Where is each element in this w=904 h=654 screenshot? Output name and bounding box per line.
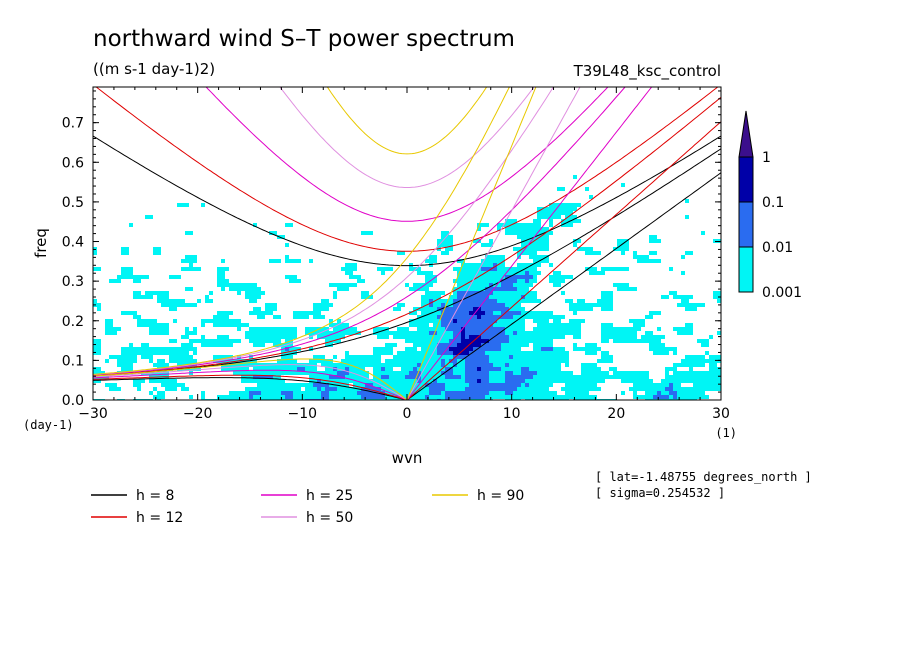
curve-h90-ig [326, 87, 488, 155]
x-tick-label: 30 [712, 406, 730, 422]
chart-title: northward wind S–T power spectrum [93, 26, 515, 52]
run-name: T39L48_ksc_control [573, 62, 721, 81]
y-tick-label: 0.7 [62, 116, 84, 132]
curve-h90-mrg [93, 87, 510, 375]
dispersion-curves [93, 87, 721, 400]
curve-h12-kelvin [406, 121, 721, 400]
x-axis: −30 −20 −10 0 10 20 30 [78, 87, 730, 422]
x-tick-label: −20 [183, 406, 213, 422]
y-tick-label: 0.4 [62, 235, 84, 251]
x-unit-label: (1) [715, 426, 737, 440]
y-tick-label: 0.5 [62, 195, 84, 211]
legend-label: h = 8 [136, 488, 174, 504]
curve-h25-ig [205, 87, 609, 222]
curve-h12-er [93, 374, 408, 400]
y-unit-label: (day-1) [23, 418, 74, 432]
y-axis: 0.0 0.1 0.2 0.3 0.4 0.5 0.6 0.7 [62, 90, 721, 409]
curve-h50-ig [279, 87, 535, 188]
y-tick-label: 0.3 [62, 274, 84, 290]
curve-h8-er [93, 377, 408, 400]
y-tick-label: 0.1 [62, 353, 84, 369]
x-tick-label: 10 [503, 406, 521, 422]
curve-h50-mrg [93, 87, 554, 376]
colorbar-label: 1 [762, 150, 771, 166]
legend-label: h = 25 [306, 488, 353, 504]
colorbar-arrow [738, 110, 754, 158]
info-lat: [ lat=-1.48755 degrees_north ] [595, 470, 812, 484]
curve-h12-mrg [93, 96, 721, 377]
x-tick-label: −10 [288, 406, 318, 422]
curve-h8-kelvin [406, 172, 721, 400]
colorbar: 1 0.1 0.01 0.001 [738, 110, 802, 301]
curve-h12-ig [95, 87, 719, 252]
colorbar-segment [738, 156, 754, 203]
y-tick-label: 0.6 [62, 155, 84, 171]
curve-h25-er [93, 369, 408, 400]
colorbar-label: 0.1 [762, 195, 784, 211]
y-tick-label: 0.2 [62, 314, 84, 330]
x-tick-label: 20 [607, 406, 625, 422]
x-tick-label: 0 [403, 406, 412, 422]
legend-label: h = 12 [136, 510, 183, 526]
y-axis-label: freq [32, 228, 50, 258]
legend: h = 8 h = 12 h = 25 h = 50 h = 90 [91, 488, 524, 526]
colorbar-label: 0.01 [762, 240, 793, 256]
colorbar-segment [738, 201, 754, 248]
units-label: ((m s-1 day-1)2) [93, 60, 215, 78]
curve-h25-kelvin [406, 87, 653, 400]
curve-h50-kelvin [406, 87, 581, 400]
info-sigma: [ sigma=0.254532 ] [595, 486, 725, 500]
curve-h25-mrg [93, 87, 626, 376]
colorbar-label: 0.001 [762, 285, 802, 301]
curve-h90-er [93, 358, 408, 400]
curve-h8-ig [93, 135, 721, 267]
x-tick-label: −30 [78, 406, 108, 422]
colorbar-segment [738, 246, 754, 293]
curve-h50-er [93, 364, 408, 400]
legend-label: h = 50 [306, 510, 353, 526]
x-axis-label: wvn [392, 449, 423, 467]
curve-h90-kelvin [406, 87, 537, 400]
y-tick-label: 0.0 [62, 393, 84, 409]
legend-label: h = 90 [477, 488, 524, 504]
